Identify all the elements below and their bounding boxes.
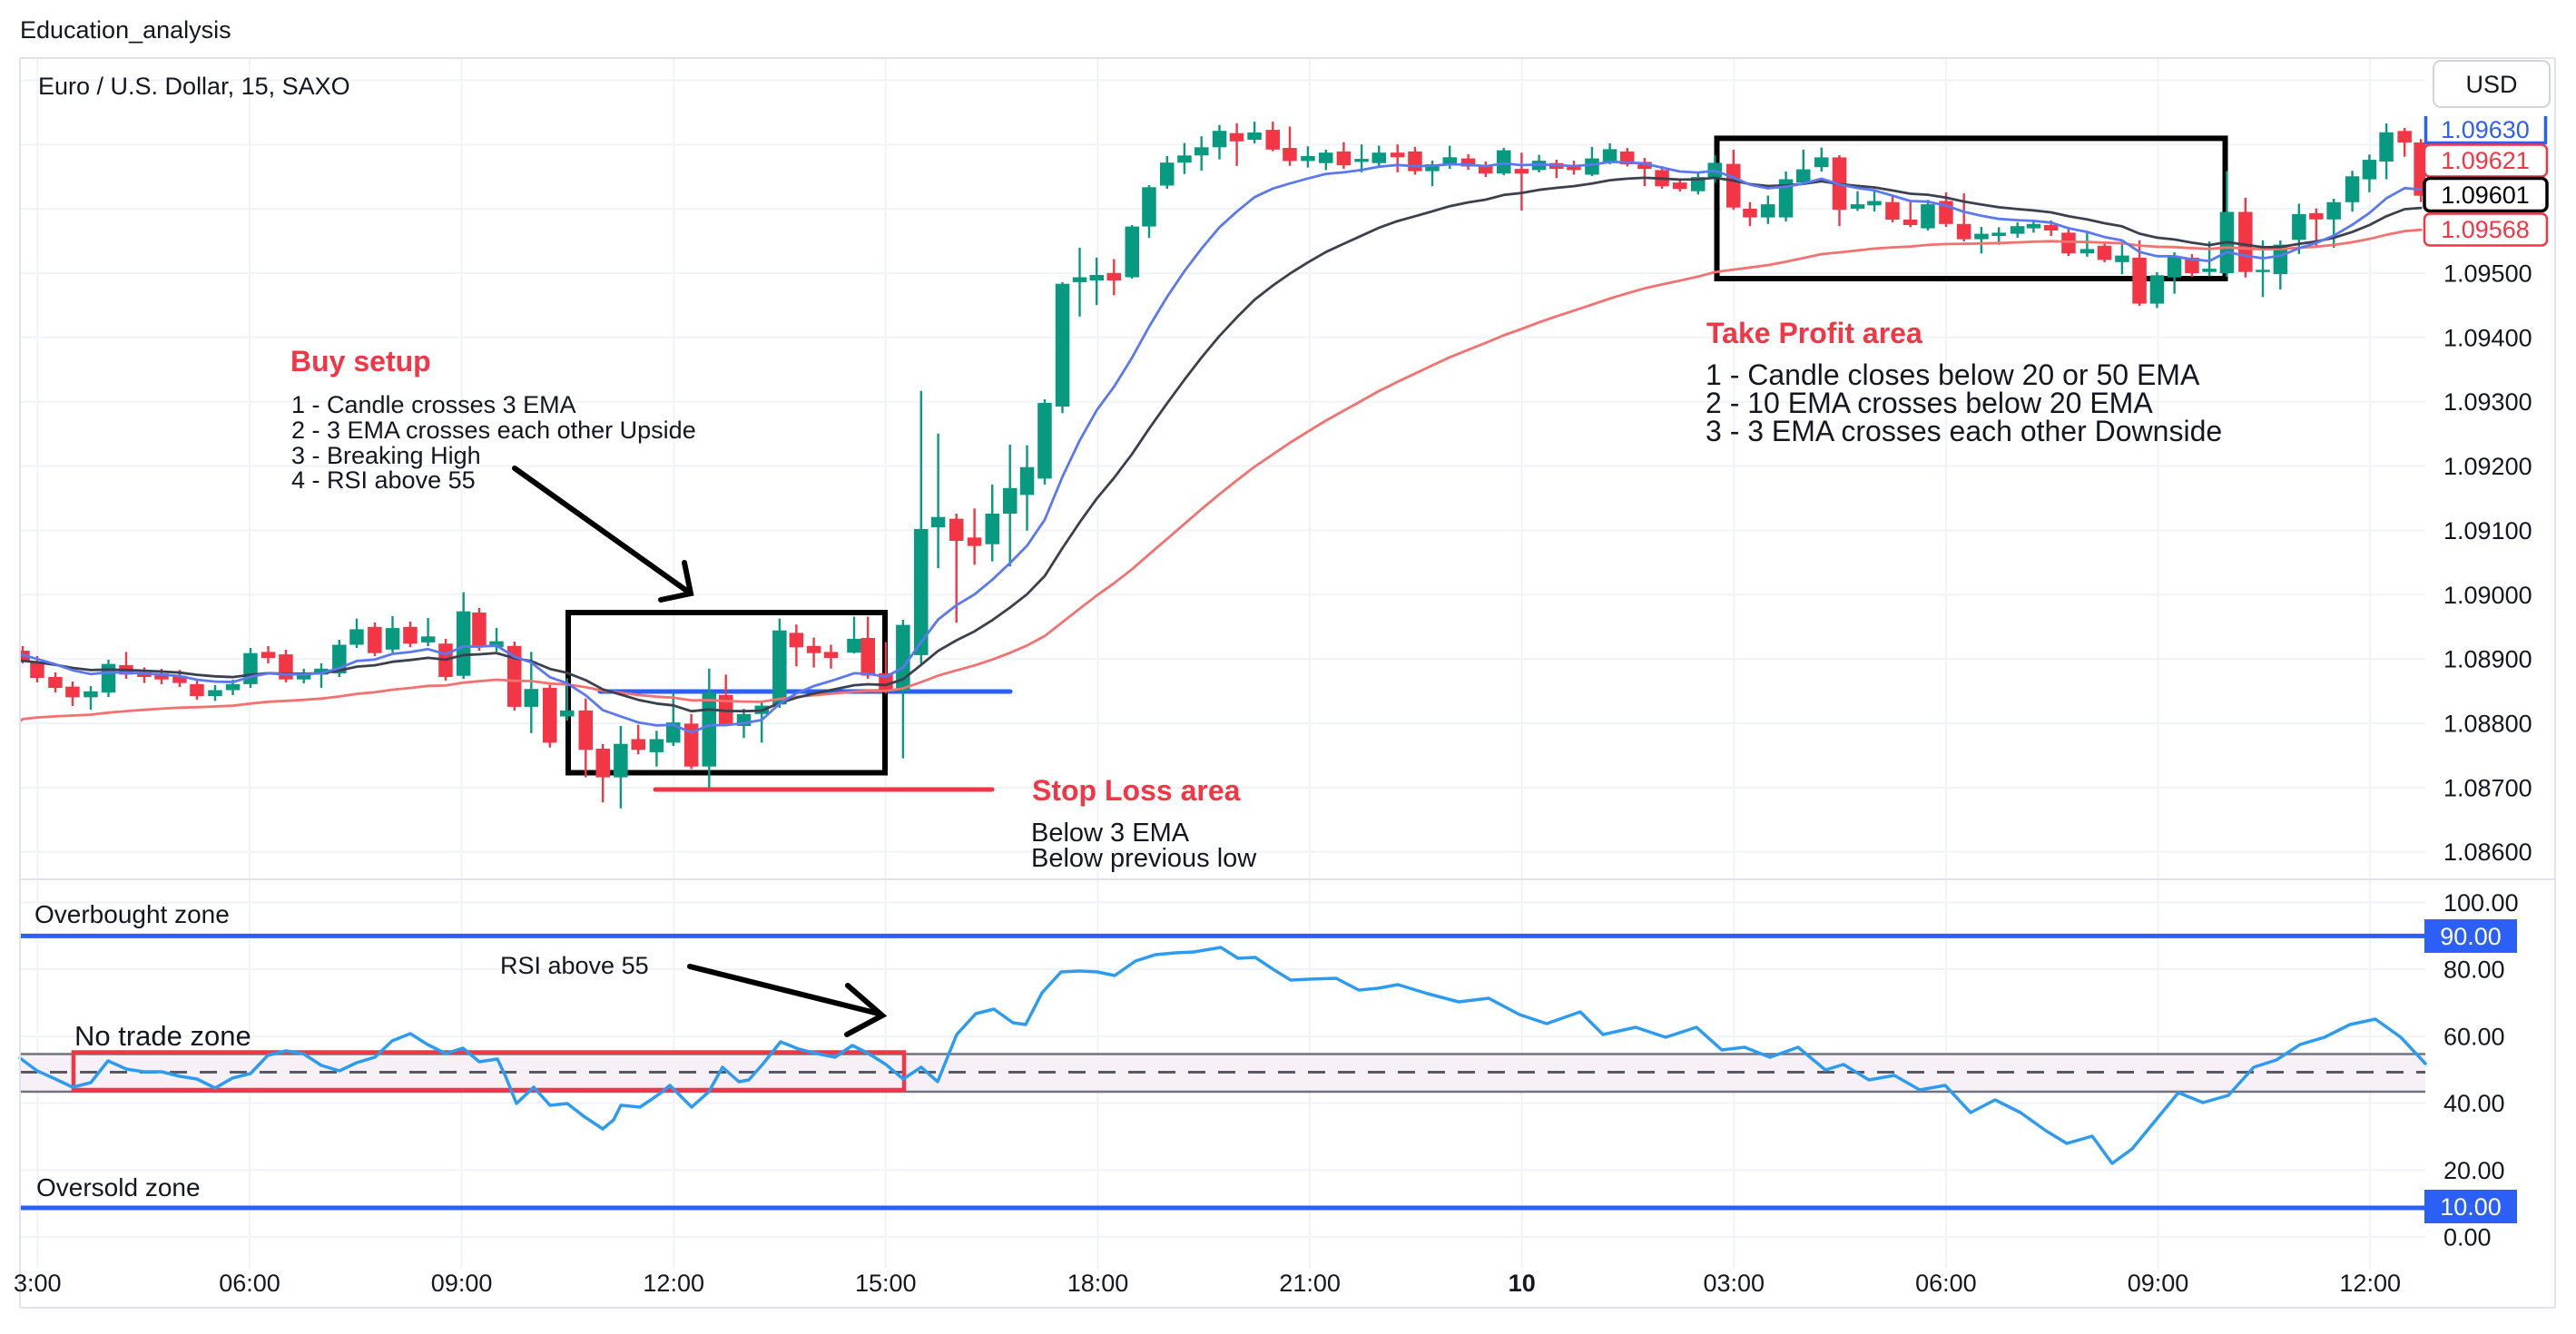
svg-text:Oversold zone: Oversold zone	[36, 1173, 201, 1202]
svg-text:1.09300: 1.09300	[2443, 388, 2532, 416]
svg-text:06:00: 06:00	[219, 1270, 280, 1297]
svg-text:10.00: 10.00	[2440, 1193, 2502, 1221]
svg-text:Buy setup: Buy setup	[290, 345, 431, 378]
svg-text:No trade zone: No trade zone	[74, 1020, 251, 1052]
svg-text:1.08900: 1.08900	[2443, 646, 2532, 673]
svg-text:1.09000: 1.09000	[2443, 582, 2532, 609]
svg-text:Stop Loss area: Stop Loss area	[1032, 774, 1241, 807]
svg-text:18:00: 18:00	[1067, 1270, 1129, 1297]
svg-text:21:00: 21:00	[1279, 1270, 1341, 1297]
svg-text:1.09500: 1.09500	[2443, 260, 2532, 288]
svg-text:USD: USD	[2465, 71, 2517, 98]
svg-text:Overbought zone: Overbought zone	[34, 900, 230, 928]
svg-text:3 - 3 EMA crosses each other D: 3 - 3 EMA crosses each other Downside	[1706, 415, 2222, 447]
svg-text:3:00: 3:00	[14, 1270, 62, 1297]
svg-text:1.09100: 1.09100	[2443, 517, 2532, 544]
svg-text:1.09568: 1.09568	[2441, 216, 2530, 243]
svg-text:03:00: 03:00	[1704, 1270, 1765, 1297]
svg-text:1.09601: 1.09601	[2441, 181, 2530, 209]
svg-text:Take Profit area: Take Profit area	[1706, 317, 1922, 349]
svg-text:1 - Candle crosses 3 EMA: 1 - Candle crosses 3 EMA	[291, 391, 576, 418]
svg-text:12:00: 12:00	[2339, 1270, 2401, 1297]
svg-text:09:00: 09:00	[2128, 1270, 2189, 1297]
svg-text:15:00: 15:00	[855, 1270, 917, 1297]
svg-text:1.09621: 1.09621	[2441, 147, 2530, 174]
svg-text:20.00: 20.00	[2443, 1157, 2505, 1184]
svg-text:1.09400: 1.09400	[2443, 324, 2532, 351]
svg-text:Below 3 EMA: Below 3 EMA	[1031, 819, 1190, 848]
svg-text:1 - Candle closes below 20 or: 1 - Candle closes below 20 or 50 EMA	[1706, 358, 2200, 391]
svg-text:09:00: 09:00	[431, 1270, 493, 1297]
svg-text:1.09630: 1.09630	[2441, 116, 2530, 143]
svg-text:1.09200: 1.09200	[2443, 453, 2532, 480]
svg-text:60.00: 60.00	[2443, 1023, 2505, 1050]
svg-text:1.08800: 1.08800	[2443, 711, 2532, 738]
svg-text:2 - 10 EMA crosses below 20 EM: 2 - 10 EMA crosses below 20 EMA	[1706, 387, 2153, 419]
svg-text:10: 10	[1509, 1270, 1536, 1297]
svg-text:100.00: 100.00	[2443, 889, 2519, 917]
svg-text:Education_analysis: Education_analysis	[20, 16, 231, 44]
svg-text:06:00: 06:00	[1915, 1270, 1977, 1297]
svg-text:1.08700: 1.08700	[2443, 774, 2532, 801]
svg-text:3 - Breaking High: 3 - Breaking High	[291, 442, 481, 469]
svg-text:Below previous low: Below previous low	[1031, 844, 1257, 873]
svg-text:80.00: 80.00	[2443, 956, 2505, 984]
svg-text:1.08600: 1.08600	[2443, 839, 2532, 866]
svg-text:Euro / U.S. Dollar, 15, SAXO: Euro / U.S. Dollar, 15, SAXO	[38, 73, 350, 100]
svg-text:12:00: 12:00	[643, 1270, 704, 1297]
svg-text:2 - 3 EMA crosses each other U: 2 - 3 EMA crosses each other Upside	[291, 417, 696, 444]
svg-text:4 - RSI above 55: 4 - RSI above 55	[291, 466, 476, 494]
svg-text:RSI above 55: RSI above 55	[500, 952, 649, 979]
svg-text:90.00: 90.00	[2440, 923, 2502, 950]
svg-text:40.00: 40.00	[2443, 1090, 2505, 1117]
svg-text:0.00: 0.00	[2443, 1224, 2492, 1251]
